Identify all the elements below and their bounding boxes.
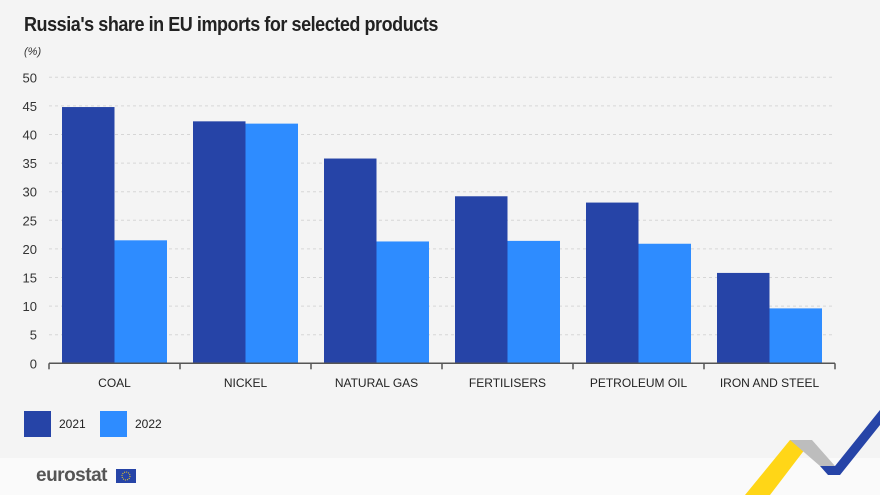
x-tick-label: NICKEL <box>224 376 268 390</box>
bar-2022-fertilisers <box>507 240 560 364</box>
y-axis-unit: (%) <box>24 46 42 58</box>
x-tick-label: COAL <box>98 376 131 390</box>
y-tick-label: 50 <box>23 70 37 85</box>
legend-label: 2022 <box>135 417 162 431</box>
legend-swatch-2021 <box>24 411 51 437</box>
legend-label: 2021 <box>59 417 86 431</box>
bar-2021-nickel <box>193 121 246 364</box>
y-tick-label: 35 <box>23 156 37 171</box>
bar-2021-iron-and-steel <box>717 272 770 364</box>
y-tick-label: 20 <box>23 242 37 257</box>
bar-2022-iron-and-steel <box>769 308 822 364</box>
y-tick-label: 25 <box>23 213 37 228</box>
bar-2022-nickel <box>245 123 298 364</box>
bar-chart: 0 5 10 15 20 25 30 35 40 45 50 COAL NICKEL NATURAL GA… <box>23 70 836 437</box>
bar-2022-petroleum-oil <box>638 243 691 364</box>
bar-2021-natural-gas <box>324 158 377 364</box>
y-tick-label: 5 <box>30 328 37 343</box>
y-tick-label: 0 <box>30 356 37 371</box>
y-tick-label: 10 <box>23 299 37 314</box>
y-tick-label: 45 <box>23 99 37 114</box>
y-tick-label: 40 <box>23 128 37 143</box>
bar-2022-coal <box>114 240 167 364</box>
eurostat-logo: eurostat <box>36 465 136 487</box>
bar-2021-petroleum-oil <box>586 202 639 364</box>
x-tick-label: IRON AND STEEL <box>720 376 820 390</box>
bar-2021-fertilisers <box>455 196 508 364</box>
y-tick-label: 30 <box>23 185 37 200</box>
bar-2022-natural-gas <box>376 241 429 364</box>
legend-swatch-2022 <box>100 411 127 437</box>
eu-flag-icon <box>115 469 136 483</box>
chart-title: Russia's share in EU imports for selecte… <box>24 14 438 36</box>
x-tick-label: PETROLEUM OIL <box>590 376 688 390</box>
brand-text: eurostat <box>36 465 107 486</box>
bar-2021-coal <box>62 107 115 364</box>
y-tick-label: 15 <box>23 271 37 286</box>
x-tick-label: NATURAL GAS <box>335 376 418 390</box>
footer <box>0 458 880 495</box>
x-tick-label: FERTILISERS <box>469 376 546 390</box>
